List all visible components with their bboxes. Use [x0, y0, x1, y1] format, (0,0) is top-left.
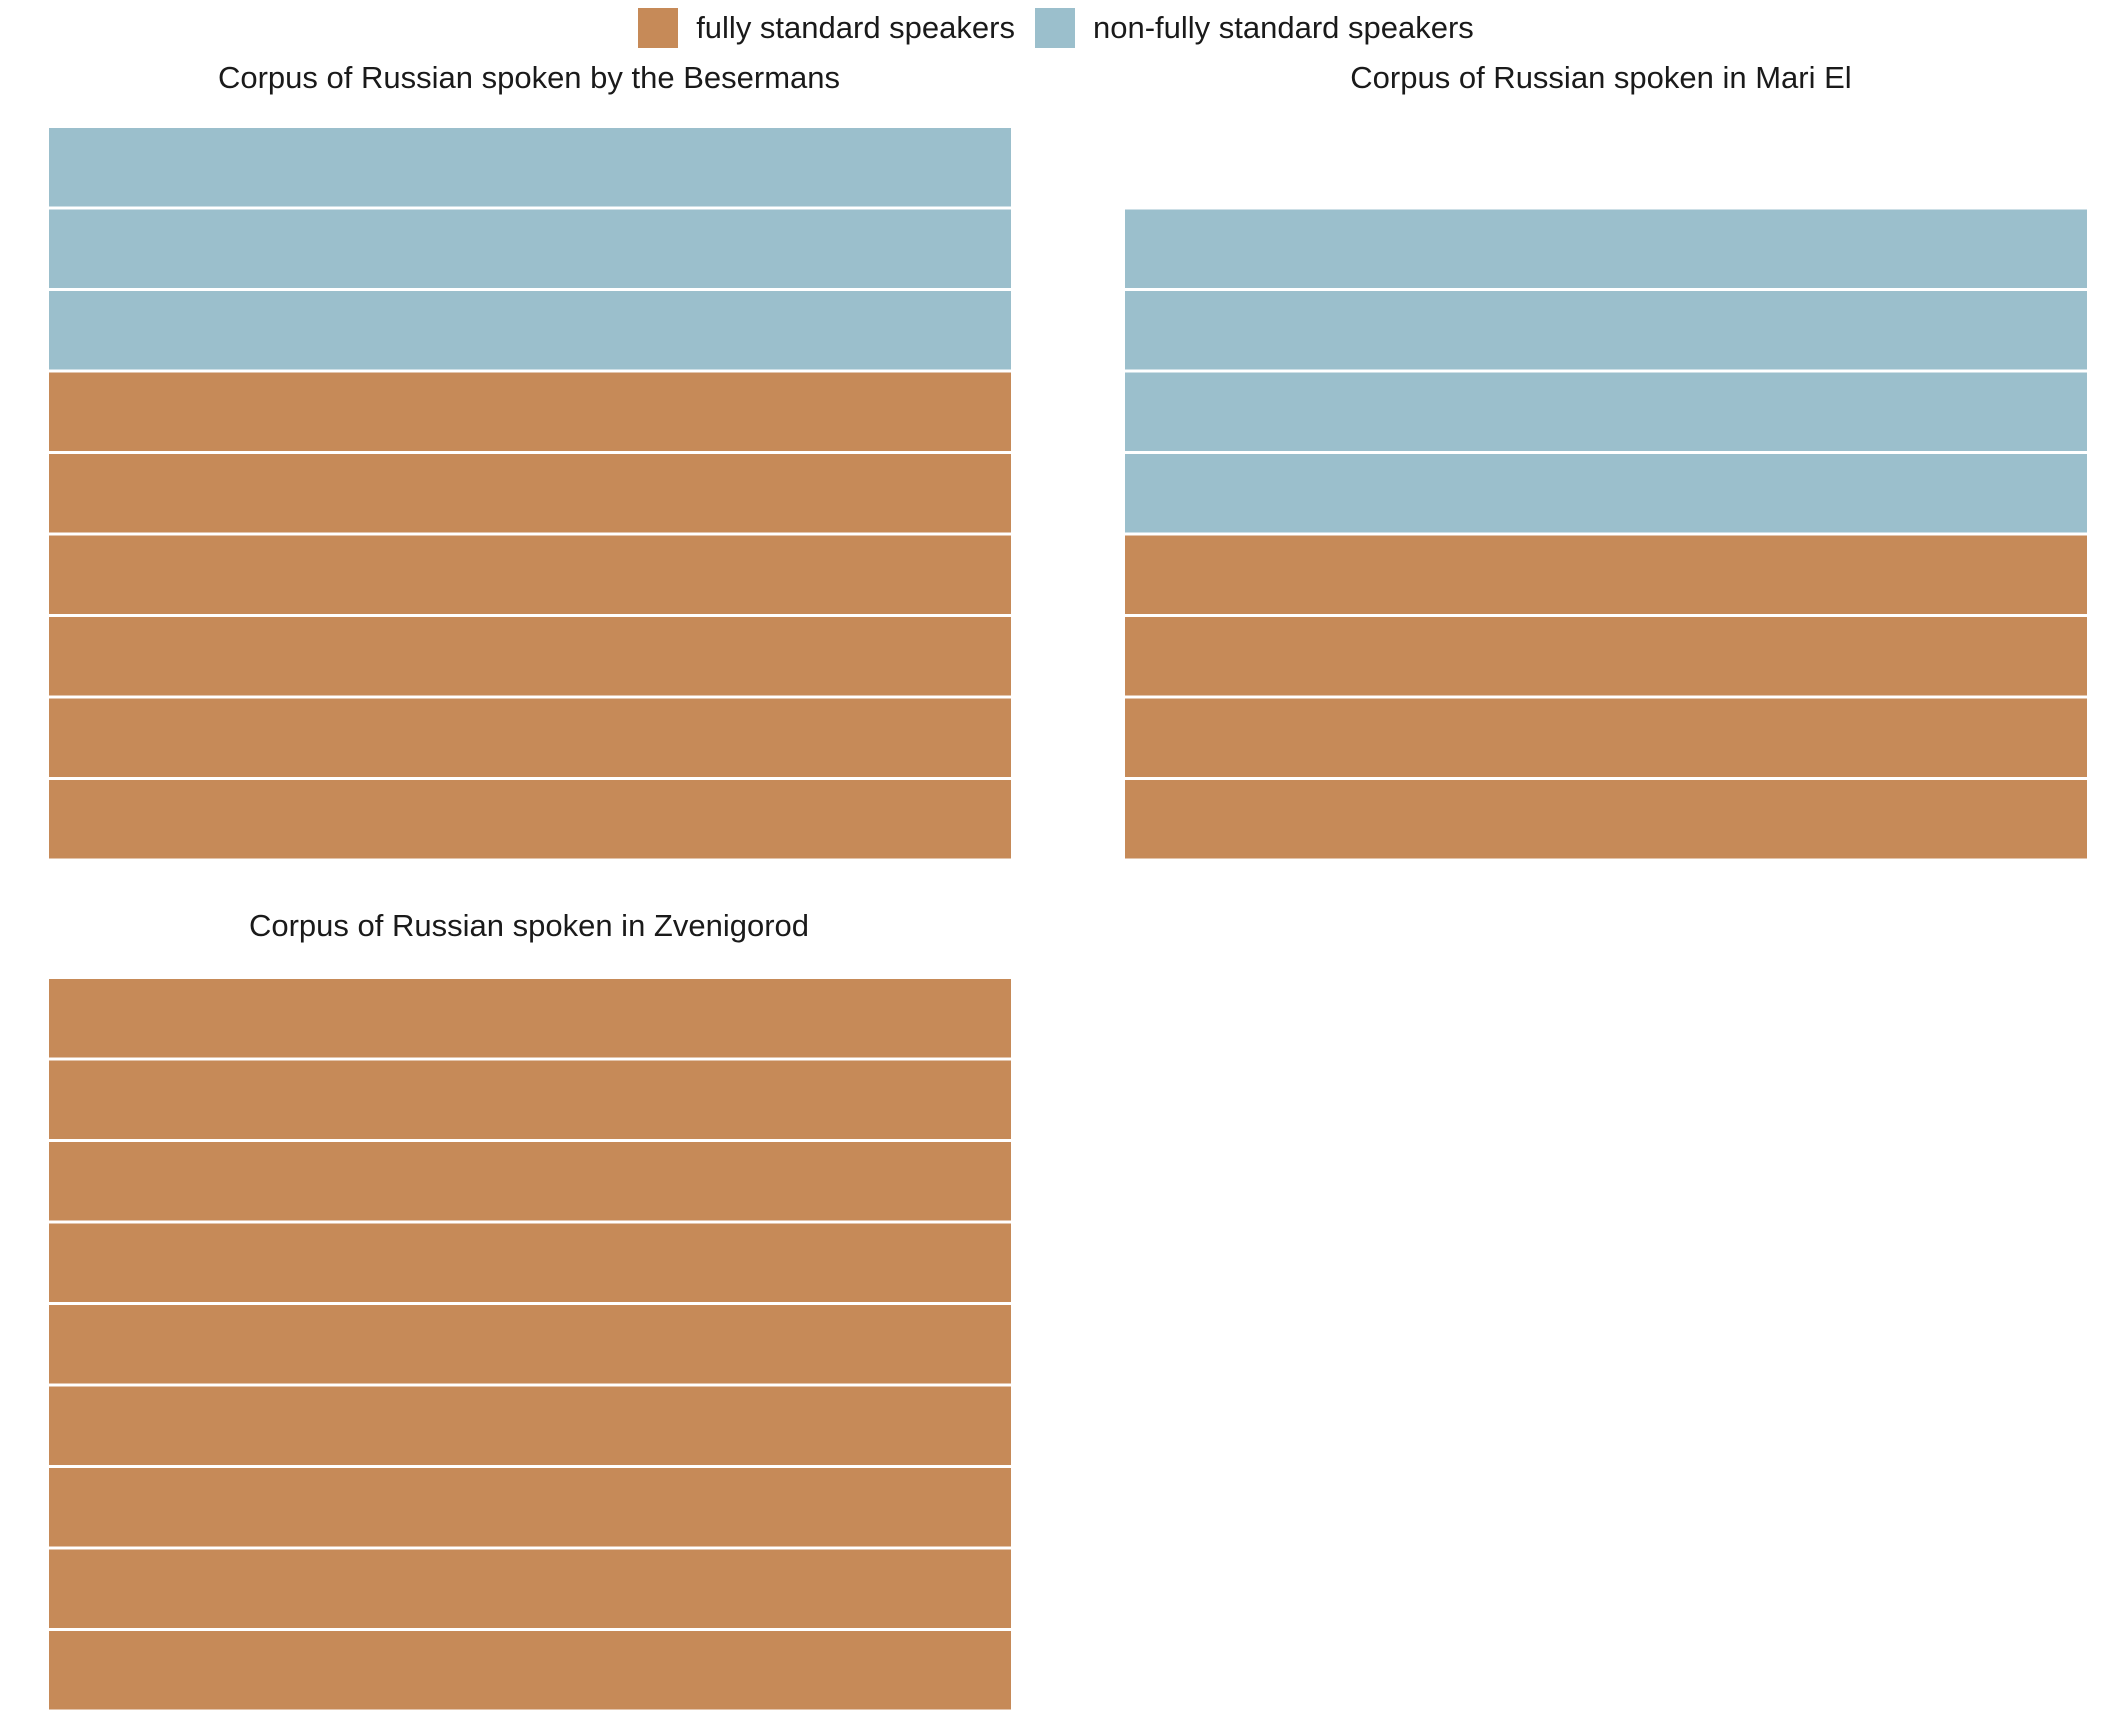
legend-item-non-fully-standard: non-fully standard speakers — [1034, 8, 1474, 48]
panel-title-besermans: Corpus of Russian spoken by the Beserman… — [217, 60, 841, 95]
waffle-cell-zvenigorod-fully-standard-3 — [49, 1468, 1011, 1547]
waffle-cell-zvenigorod-fully-standard-1 — [49, 1631, 1011, 1710]
panel-title-zvenigorod: Corpus of Russian spoken in Zvenigorod — [248, 908, 810, 943]
waffle-cell-mari-el-fully-standard-1 — [1125, 780, 2087, 859]
waffle-panel-zvenigorod — [49, 979, 1011, 1710]
legend-swatch-non-fully-standard — [1034, 8, 1075, 48]
legend-swatch-fully-standard — [638, 8, 679, 48]
waffle-cell-mari-el-non-fully-standard-1 — [1125, 454, 2087, 533]
waffle-cell-zvenigorod-fully-standard-5 — [49, 1305, 1011, 1384]
waffle-panel-besermans — [49, 128, 1011, 859]
legend-label-fully-standard: fully standard speakers — [696, 10, 1015, 45]
waffle-cell-besermans-non-fully-standard-3 — [49, 128, 1011, 207]
waffle-cell-mari-el-fully-standard-2 — [1125, 698, 2087, 777]
waffle-cell-zvenigorod-fully-standard-8 — [49, 1060, 1011, 1139]
waffle-cell-besermans-fully-standard-6 — [49, 372, 1011, 451]
legend-label-non-fully-standard: non-fully standard speakers — [1092, 10, 1474, 45]
waffle-cell-mari-el-non-fully-standard-3 — [1125, 291, 2087, 370]
waffle-cell-mari-el-non-fully-standard-2 — [1125, 372, 2087, 451]
waffle-cell-besermans-non-fully-standard-2 — [49, 209, 1011, 288]
panel-title-mari-el: Corpus of Russian spoken in Mari El — [1350, 60, 1852, 95]
waffle-cell-mari-el-fully-standard-3 — [1125, 617, 2087, 696]
waffle-cell-zvenigorod-fully-standard-9 — [49, 979, 1011, 1058]
waffle-cell-zvenigorod-fully-standard-7 — [49, 1142, 1011, 1221]
waffle-cell-zvenigorod-fully-standard-4 — [49, 1386, 1011, 1465]
waffle-cell-besermans-fully-standard-3 — [49, 617, 1011, 696]
waffle-cell-besermans-non-fully-standard-1 — [49, 291, 1011, 370]
waffle-cell-zvenigorod-fully-standard-6 — [49, 1223, 1011, 1302]
waffle-cell-mari-el-fully-standard-4 — [1125, 535, 2087, 614]
waffle-cell-besermans-fully-standard-5 — [49, 454, 1011, 533]
waffle-panel-mari-el — [1125, 209, 2087, 859]
waffle-cell-mari-el-non-fully-standard-4 — [1125, 209, 2087, 288]
waffle-cell-besermans-fully-standard-2 — [49, 698, 1011, 777]
waffle-cell-besermans-fully-standard-1 — [49, 780, 1011, 859]
waffle-cell-zvenigorod-fully-standard-2 — [49, 1549, 1011, 1628]
legend: fully standard speakers non-fully standa… — [0, 0, 2112, 56]
waffle-cell-besermans-fully-standard-4 — [49, 535, 1011, 614]
legend-item-fully-standard: fully standard speakers — [638, 8, 1015, 48]
